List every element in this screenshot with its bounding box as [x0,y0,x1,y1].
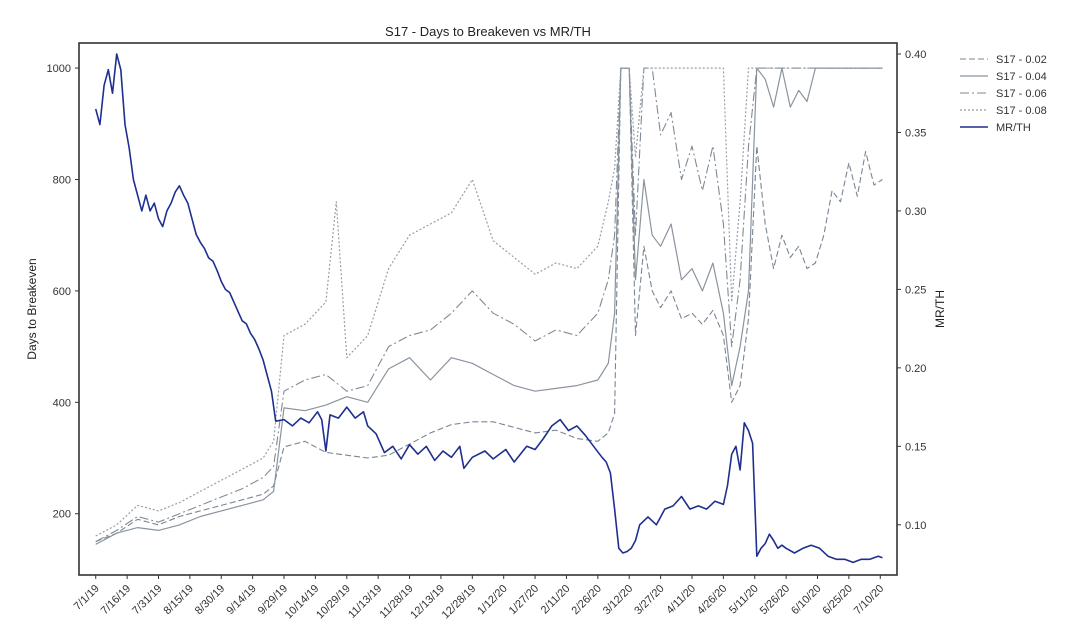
x-tick-label: 3/12/20 [601,583,635,617]
y-tick-label: 800 [53,174,71,186]
series-line-2 [95,67,883,545]
y-tick-label: 200 [53,509,71,521]
y2-axis-label: MR/TH [933,290,947,328]
legend-label: S17 - 0.02 [996,54,1047,66]
x-tick-label: 3/27/20 [632,583,666,617]
y2-tick-label: 0.15 [905,441,926,453]
x-axis-ticks: 7/1/197/16/197/31/198/15/198/30/199/14/1… [72,575,886,622]
series-line-1 [95,67,883,543]
x-tick-label: 8/15/19 [162,583,196,617]
y2-axis-ticks: 0.10 0.15 0.20 0.25 0.30 0.35 0.40 [897,49,926,532]
chart-title: S17 - Days to Breakeven vs MR/TH [385,24,591,39]
x-tick-label: 6/25/20 [821,583,855,617]
series-line-3 [95,67,883,543]
legend-label: S17 - 0.08 [996,105,1047,117]
x-tick-label: 4/26/20 [695,583,729,617]
x-tick-label: 2/11/20 [539,583,573,617]
x-tick-label: 1/12/20 [475,583,509,617]
x-tick-label: 2/26/20 [570,583,604,617]
y-tick-label: 1000 [47,63,71,75]
legend-label: S17 - 0.04 [996,71,1047,83]
x-tick-label: 7/31/19 [130,583,164,617]
x-tick-label: 7/10/20 [852,583,886,617]
y-axis-ticks: 200 400 600 800 1000 [47,63,79,521]
x-tick-label: 10/29/19 [314,583,353,622]
x-tick-label: 7/16/19 [99,583,133,617]
legend-label: MR/TH [996,122,1031,134]
series-line-4 [95,67,883,537]
y-axis-label: Days to Breakeven [25,258,39,359]
x-tick-label: 11/13/19 [346,583,384,621]
x-tick-label: 5/26/20 [758,583,792,617]
y2-tick-label: 0.30 [905,206,926,218]
y2-tick-label: 0.25 [905,284,926,296]
x-tick-label: 4/11/20 [664,583,698,617]
y2-tick-label: 0.10 [905,520,926,532]
x-tick-label: 6/10/20 [789,583,823,617]
y2-tick-label: 0.40 [905,49,926,61]
x-tick-label: 12/28/19 [440,583,479,622]
y2-tick-label: 0.35 [905,127,926,139]
x-tick-label: 5/11/20 [727,583,761,617]
x-tick-label: 8/30/19 [193,583,227,617]
y-tick-label: 600 [53,286,71,298]
y2-tick-label: 0.20 [905,363,926,375]
legend-label: S17 - 0.06 [996,88,1047,100]
plot-area [94,53,883,564]
x-tick-label: 7/1/19 [72,583,102,613]
x-tick-label: 9/14/19 [224,583,258,617]
series-line-5 [94,53,883,564]
plot-frame [78,42,898,576]
x-tick-label: 1/27/20 [507,583,541,617]
y-tick-label: 400 [53,397,71,409]
legend: S17 - 0.02 S17 - 0.04 S17 - 0.06 S17 - 0.08… [960,54,1047,134]
